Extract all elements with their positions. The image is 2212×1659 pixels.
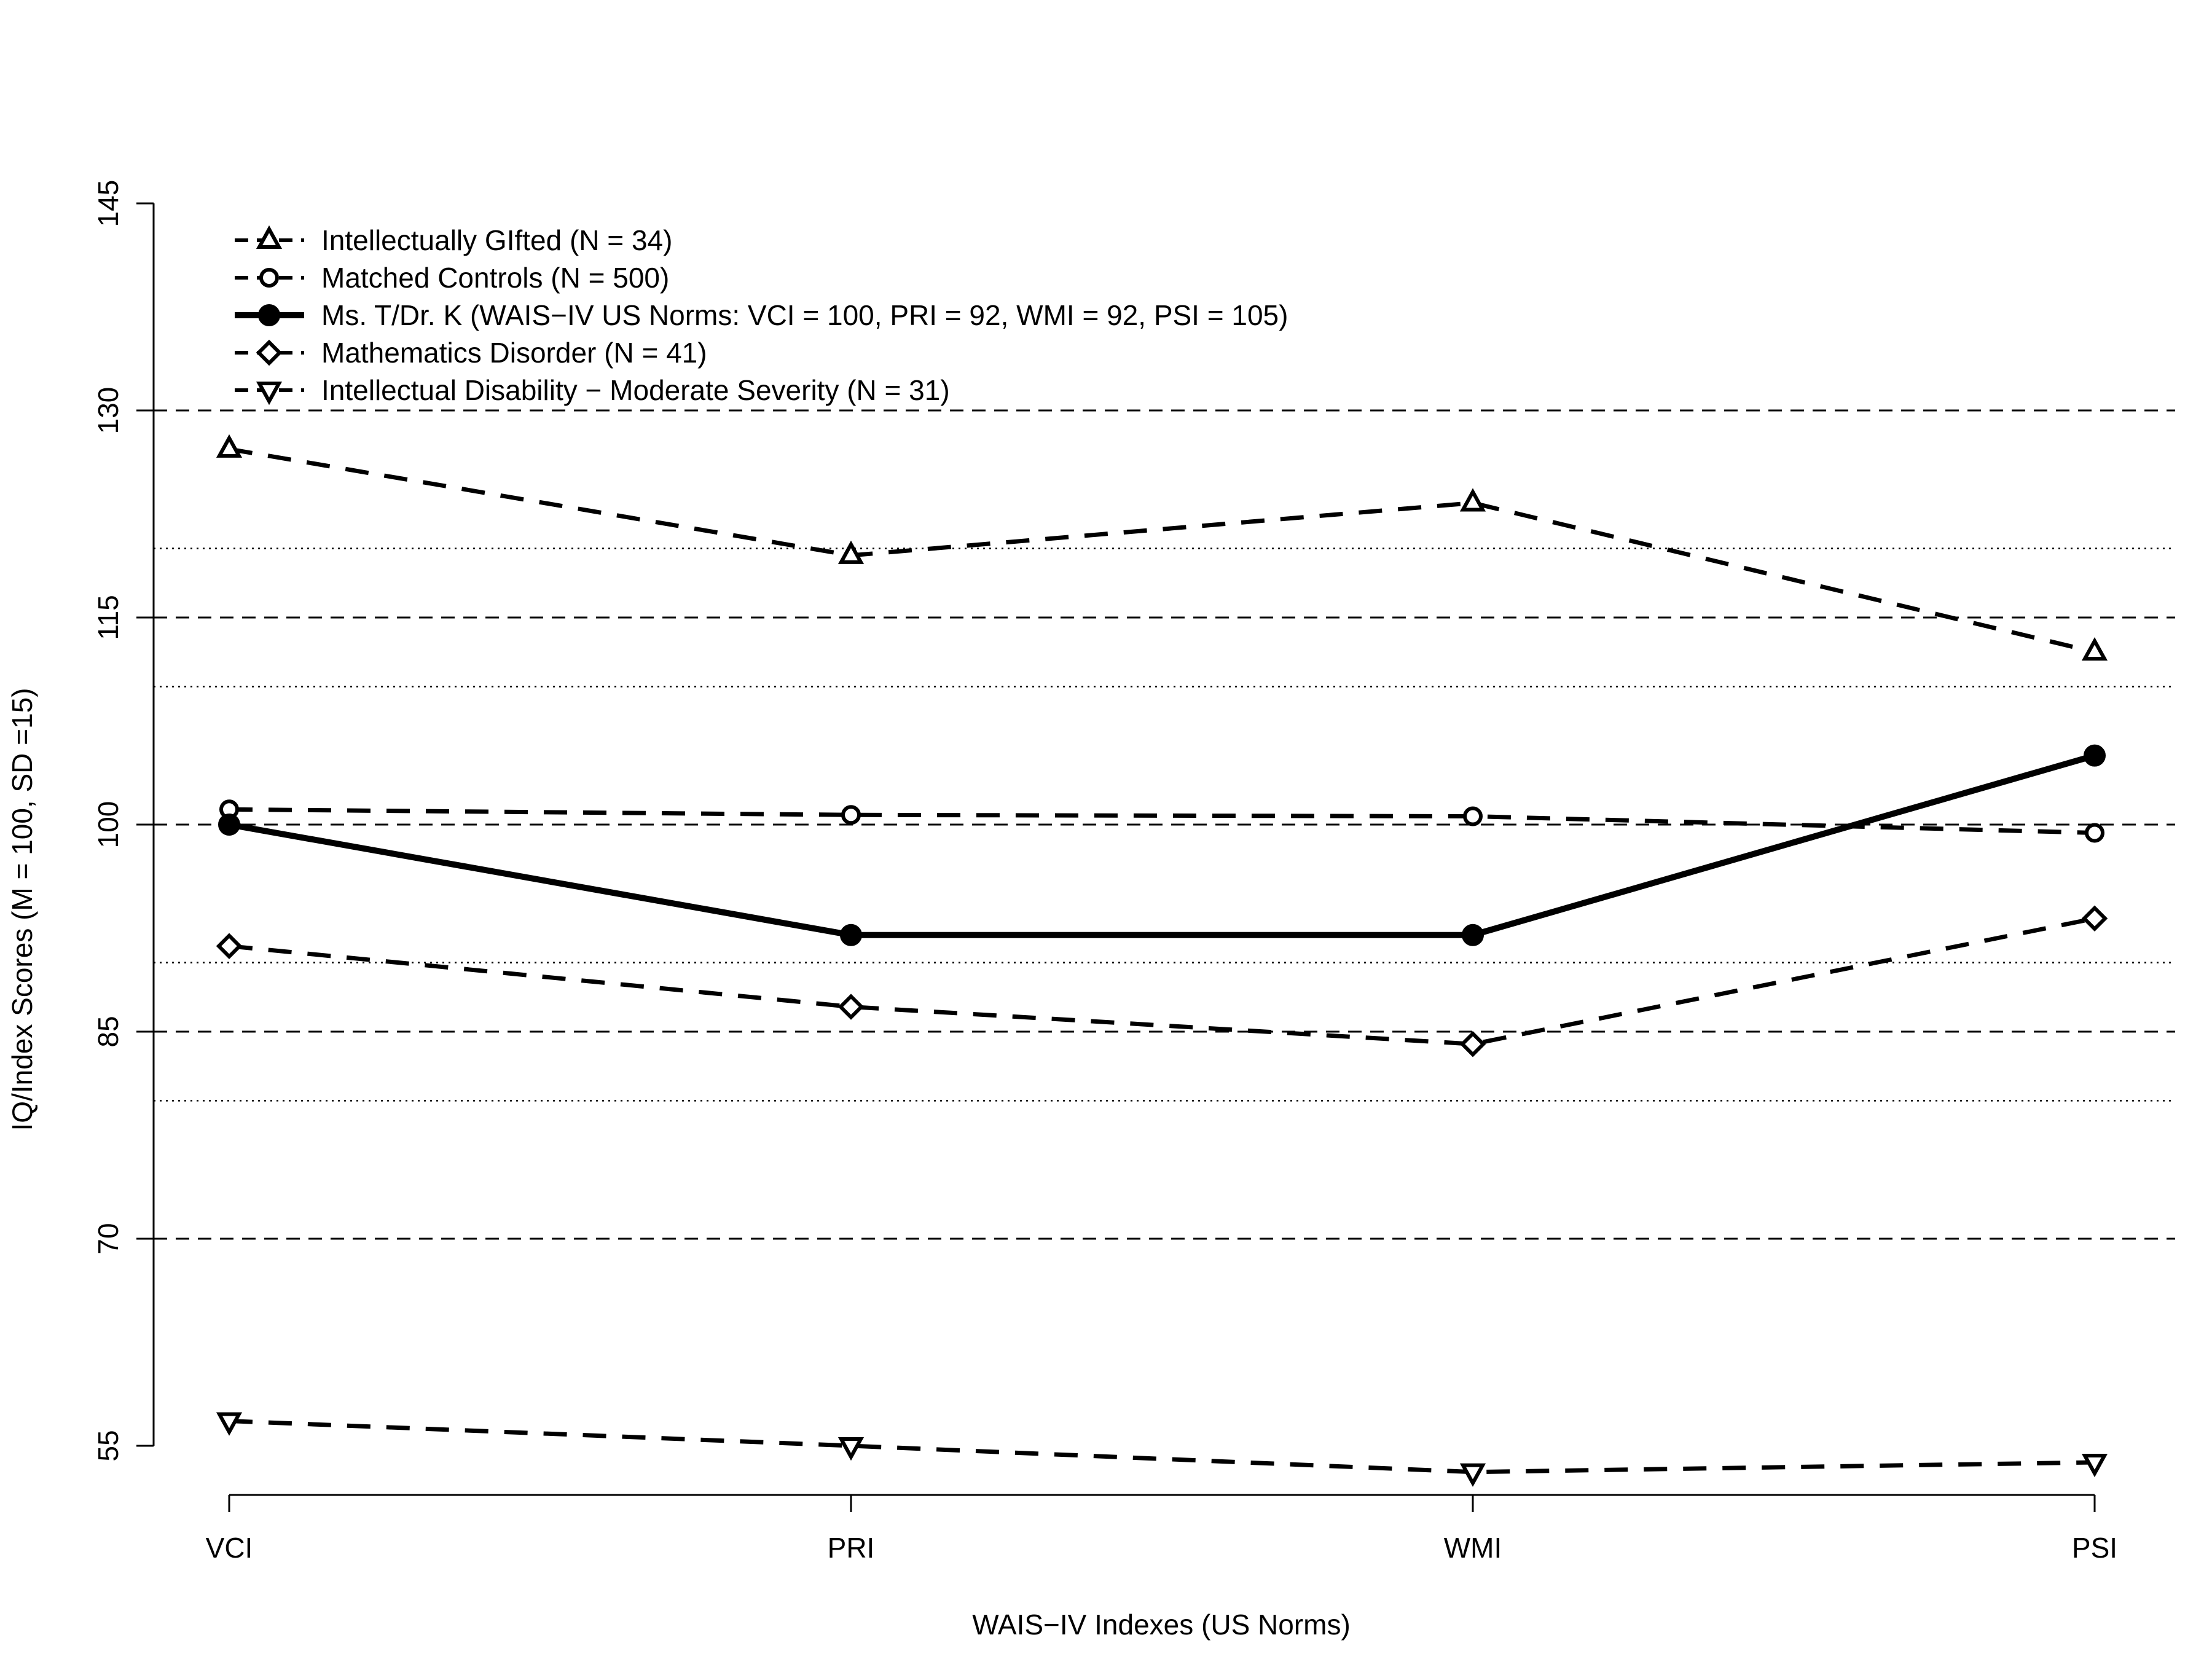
legend-item: Matched Controls (N = 500): [235, 262, 669, 294]
series-line: [229, 752, 2096, 938]
x-tick-label: WMI: [1444, 1532, 1502, 1564]
data-point: [1459, 1463, 1486, 1487]
legend-label: Intellectual Disability − Moderate Sever…: [321, 374, 950, 406]
x-tick-label: VCI: [206, 1532, 253, 1564]
data-point: [216, 434, 243, 458]
data-point: [216, 933, 243, 959]
data-point: [2081, 1453, 2108, 1478]
legend-item: Mathematics Disorder (N = 41): [235, 337, 707, 369]
legend-marker: [256, 382, 283, 406]
series-line: [229, 447, 2095, 654]
legend-item: Intellectually GIfted (N = 34): [235, 224, 672, 256]
data-point: [218, 814, 240, 836]
data-point: [837, 1437, 865, 1461]
series-line: [229, 807, 2095, 835]
data-point: [216, 1412, 243, 1436]
x-axis-title: WAIS−IV Indexes (US Norms): [972, 1609, 1351, 1641]
series-3: [218, 744, 2106, 946]
series-1: [216, 434, 2108, 661]
legend-item: Ms. T/Dr. K (WAIS−IV US Norms: VCI = 100…: [235, 299, 1288, 331]
data-point: [2085, 823, 2104, 843]
data-point: [840, 924, 862, 946]
series-2: [219, 799, 2104, 843]
legend-label: Mathematics Disorder (N = 41): [321, 337, 707, 369]
y-tick-label: 70: [92, 1223, 124, 1254]
data-point: [2081, 637, 2108, 661]
x-tick-label: PSI: [2072, 1532, 2117, 1564]
data-point: [1459, 488, 1486, 512]
legend-item: Intellectual Disability − Moderate Sever…: [235, 374, 950, 406]
y-tick-label: 100: [92, 801, 124, 849]
data-point: [1462, 924, 1484, 946]
legend-label: Ms. T/Dr. K (WAIS−IV US Norms: VCI = 100…: [321, 299, 1288, 331]
y-tick-label: 85: [92, 1016, 124, 1047]
series-group: [216, 434, 2108, 1487]
series-line: [229, 1419, 2095, 1475]
y-tick-label: 55: [92, 1430, 124, 1461]
legend-marker: [258, 304, 280, 326]
legend-marker: [256, 225, 283, 249]
data-point: [1463, 806, 1483, 826]
data-point: [837, 540, 865, 564]
legend-marker: [256, 339, 283, 366]
data-point: [2084, 744, 2106, 767]
legend-label: Matched Controls (N = 500): [321, 262, 669, 294]
data-point: [1459, 1030, 1486, 1057]
data-point: [837, 994, 865, 1020]
series-4: [216, 905, 2108, 1057]
series-5: [216, 1412, 2108, 1487]
y-tick-label: 115: [92, 595, 124, 640]
x-tick-label: PRI: [828, 1532, 875, 1564]
grid-lines: [154, 409, 2175, 1240]
legend-marker: [259, 268, 279, 288]
data-point: [841, 805, 861, 825]
axes: 55 70 85 100 115 130 145 VCI PRI WMI PSI: [92, 180, 2117, 1564]
y-axis-title: IQ/Index Scores (M = 100, SD =15): [6, 688, 38, 1131]
y-tick-label: 130: [92, 387, 124, 434]
data-point: [2081, 905, 2108, 932]
legend: Intellectually GIfted (N = 34) Matched Co…: [235, 224, 1288, 406]
y-tick-label: 145: [92, 180, 124, 227]
legend-label: Intellectually GIfted (N = 34): [321, 224, 672, 256]
